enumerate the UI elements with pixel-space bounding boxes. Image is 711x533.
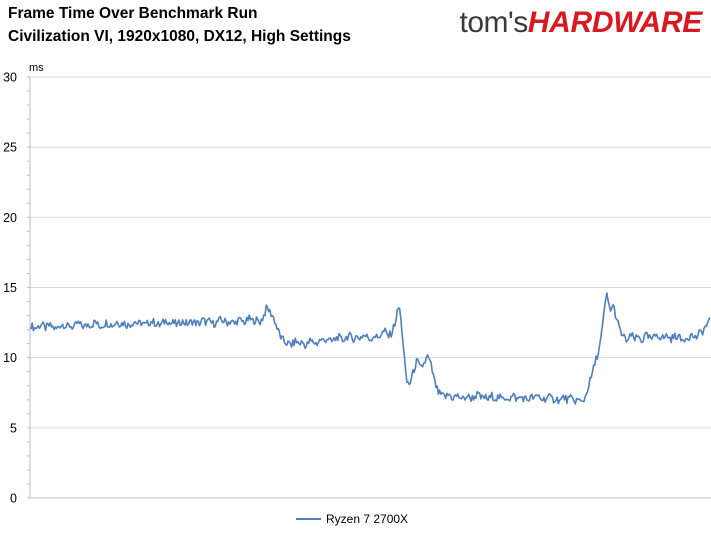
series-group bbox=[30, 292, 711, 405]
toms-hardware-logo: tom'sHARDWARE bbox=[459, 4, 702, 42]
y-tick-label: 5 bbox=[10, 421, 17, 435]
y-tick-label: 25 bbox=[3, 141, 17, 155]
y-tick-label: 15 bbox=[3, 281, 17, 295]
gridlines bbox=[30, 76, 711, 429]
y-axis-unit-label: ms bbox=[29, 62, 44, 74]
y-tick-label: 0 bbox=[10, 492, 17, 506]
series-line-ryzen-7-2700x bbox=[30, 292, 711, 405]
y-tick-label: 30 bbox=[3, 71, 17, 85]
legend-label: Ryzen 7 2700X bbox=[326, 512, 408, 526]
legend: Ryzen 7 2700X bbox=[296, 512, 408, 526]
logo-text-hardware: HARDWARE bbox=[527, 6, 703, 39]
y-axis-ticks: 0 5 10 15 20 25 30 bbox=[3, 71, 17, 506]
y-tick-label: 10 bbox=[3, 351, 17, 365]
chart-subtitle: Civilization VI, 1920x1080, DX12, High S… bbox=[8, 28, 351, 45]
axes bbox=[27, 76, 711, 499]
chart-title: Frame Time Over Benchmark Run bbox=[8, 5, 258, 22]
y-tick-label: 20 bbox=[3, 211, 17, 225]
logo-text-toms: tom's bbox=[459, 6, 528, 39]
